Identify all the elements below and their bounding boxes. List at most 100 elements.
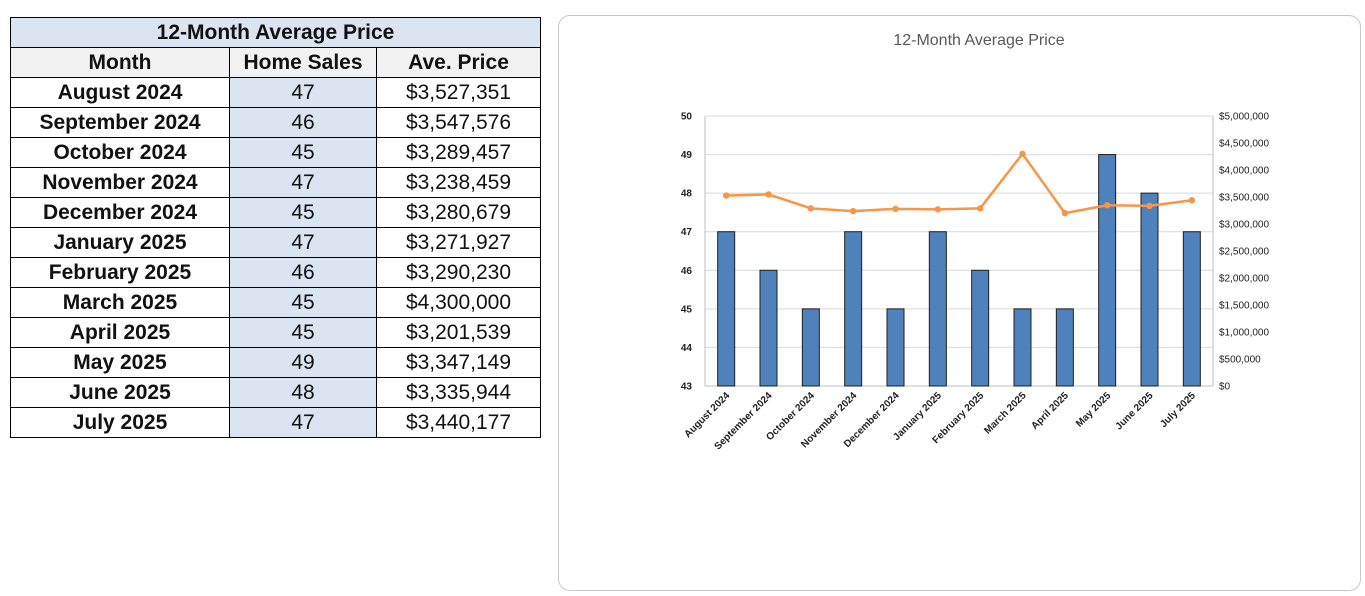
month-cell: June 2025: [10, 377, 230, 408]
y-right-tick-label: $5,000,000: [1219, 112, 1269, 123]
chart-panel: 12-Month Average Price 43 44 45 46 47 48 49 50 $0…: [558, 15, 1361, 591]
bar: [1055, 308, 1074, 387]
ave-price-cell: $3,238,459: [376, 167, 541, 198]
line-point: [849, 207, 857, 215]
table-body: August 2024 47 $3,527,351 September 2024 46 $…: [10, 77, 541, 438]
combo-chart: 12-Month Average Price 43 44 45 46 47 48 49 50 $0…: [681, 32, 1270, 452]
bar: [1013, 308, 1032, 387]
y-left-tick-label: 49: [681, 150, 693, 161]
home-sales-cell: 46: [229, 257, 377, 288]
price-table: 12-Month Average Price Month Home Sales …: [10, 17, 541, 438]
table-row: February 2025 46 $3,290,230: [10, 257, 541, 288]
bar: [1140, 192, 1159, 387]
month-cell: March 2025: [10, 287, 230, 318]
month-cell: September 2024: [10, 107, 230, 138]
y-right-tick-label: $500,000: [1219, 355, 1261, 366]
y-left-tick-label: 47: [681, 227, 693, 238]
x-tick-label: July 2025: [1158, 390, 1198, 430]
x-tick-label: June 2025: [1114, 390, 1156, 432]
x-tick-label: May 2025: [1074, 390, 1114, 430]
x-tick-label: March 2025: [982, 390, 1029, 437]
month-cell: December 2024: [10, 197, 230, 228]
ave-price-cell: $3,527,351: [376, 77, 541, 108]
bar: [886, 308, 905, 387]
line-point: [765, 191, 772, 198]
ave-price-cell: $3,280,679: [376, 197, 541, 228]
y-right-tick-label: $3,500,000: [1219, 193, 1269, 204]
table-row: September 2024 46 $3,547,576: [10, 107, 541, 138]
x-tick-label: April 2025: [1029, 390, 1071, 432]
table-row: November 2024 47 $3,238,459: [10, 167, 541, 198]
line-point: [1019, 150, 1026, 157]
month-cell: August 2024: [10, 77, 230, 108]
line-point: [1061, 209, 1069, 217]
table-row: October 2024 45 $3,289,457: [10, 137, 541, 168]
ave-price-cell: $3,201,539: [376, 317, 541, 348]
month-cell: May 2025: [10, 347, 230, 378]
table-row: July 2025 47 $3,440,177: [10, 407, 541, 438]
bar: [759, 269, 778, 387]
table-row: May 2025 49 $3,347,149: [10, 347, 541, 378]
y-right-tick-label: $0: [1219, 382, 1231, 393]
line-point: [722, 192, 730, 199]
bar: [928, 231, 947, 387]
home-sales-cell: 48: [229, 377, 377, 408]
header-home-sales: Home Sales: [229, 47, 377, 78]
chart-title: 12-Month Average Price: [893, 32, 1064, 49]
line-point: [934, 206, 942, 213]
line-point: [807, 205, 815, 212]
y-left-tick-label: 44: [681, 343, 693, 354]
y-left-tick-label: 46: [681, 266, 693, 277]
y-right-tick-label: $4,500,000: [1219, 139, 1269, 150]
month-cell: November 2024: [10, 167, 230, 198]
y-left-tick-label: 50: [681, 112, 693, 123]
table-row: January 2025 47 $3,271,927: [10, 227, 541, 258]
line-point: [892, 205, 899, 213]
ave-price-cell: $3,335,944: [376, 377, 541, 408]
table-row: June 2025 48 $3,335,944: [10, 377, 541, 408]
month-cell: October 2024: [10, 137, 230, 168]
table-row: August 2024 47 $3,527,351: [10, 77, 541, 108]
home-sales-cell: 47: [229, 167, 377, 198]
month-cell: July 2025: [10, 407, 230, 438]
home-sales-cell: 45: [229, 287, 377, 318]
home-sales-cell: 47: [229, 407, 377, 438]
ave-price-cell: $3,440,177: [376, 407, 541, 438]
ave-price-cell: $3,547,576: [376, 107, 541, 138]
table-row: December 2024 45 $3,280,679: [10, 197, 541, 228]
y-right-tick-label: $1,000,000: [1219, 328, 1269, 339]
bar: [717, 231, 736, 387]
home-sales-cell: 45: [229, 137, 377, 168]
y-right-tick-label: $3,000,000: [1219, 220, 1269, 231]
header-month: Month: [10, 47, 230, 78]
line-point: [1146, 202, 1153, 210]
home-sales-cell: 46: [229, 107, 377, 138]
bar: [801, 308, 820, 387]
line-point: [1103, 202, 1111, 209]
y-right-tick-label: $2,000,000: [1219, 274, 1269, 285]
ave-price-cell: $4,300,000: [376, 287, 541, 318]
y-left-tick-label: 43: [681, 382, 693, 393]
month-cell: January 2025: [10, 227, 230, 258]
line-point: [976, 205, 984, 212]
home-sales-cell: 49: [229, 347, 377, 378]
month-cell: February 2025: [10, 257, 230, 288]
home-sales-cell: 47: [229, 77, 377, 108]
y-left-tick-label: 45: [681, 304, 693, 315]
table-title: 12-Month Average Price: [10, 17, 541, 48]
ave-price-cell: $3,289,457: [376, 137, 541, 168]
bar: [1182, 231, 1201, 387]
home-sales-cell: 45: [229, 317, 377, 348]
home-sales-cell: 45: [229, 197, 377, 228]
month-cell: April 2025: [10, 317, 230, 348]
y-right-tick-label: $2,500,000: [1219, 247, 1269, 258]
bar: [971, 269, 990, 387]
bar: [844, 231, 863, 387]
series-line: [726, 152, 1192, 215]
header-ave-price: Ave. Price: [376, 47, 541, 78]
ave-price-cell: $3,271,927: [376, 227, 541, 258]
y-left-tick-label: 48: [681, 189, 693, 200]
table-row: April 2025 45 $3,201,539: [10, 317, 541, 348]
ave-price-cell: $3,290,230: [376, 257, 541, 288]
bar: [1098, 154, 1117, 387]
